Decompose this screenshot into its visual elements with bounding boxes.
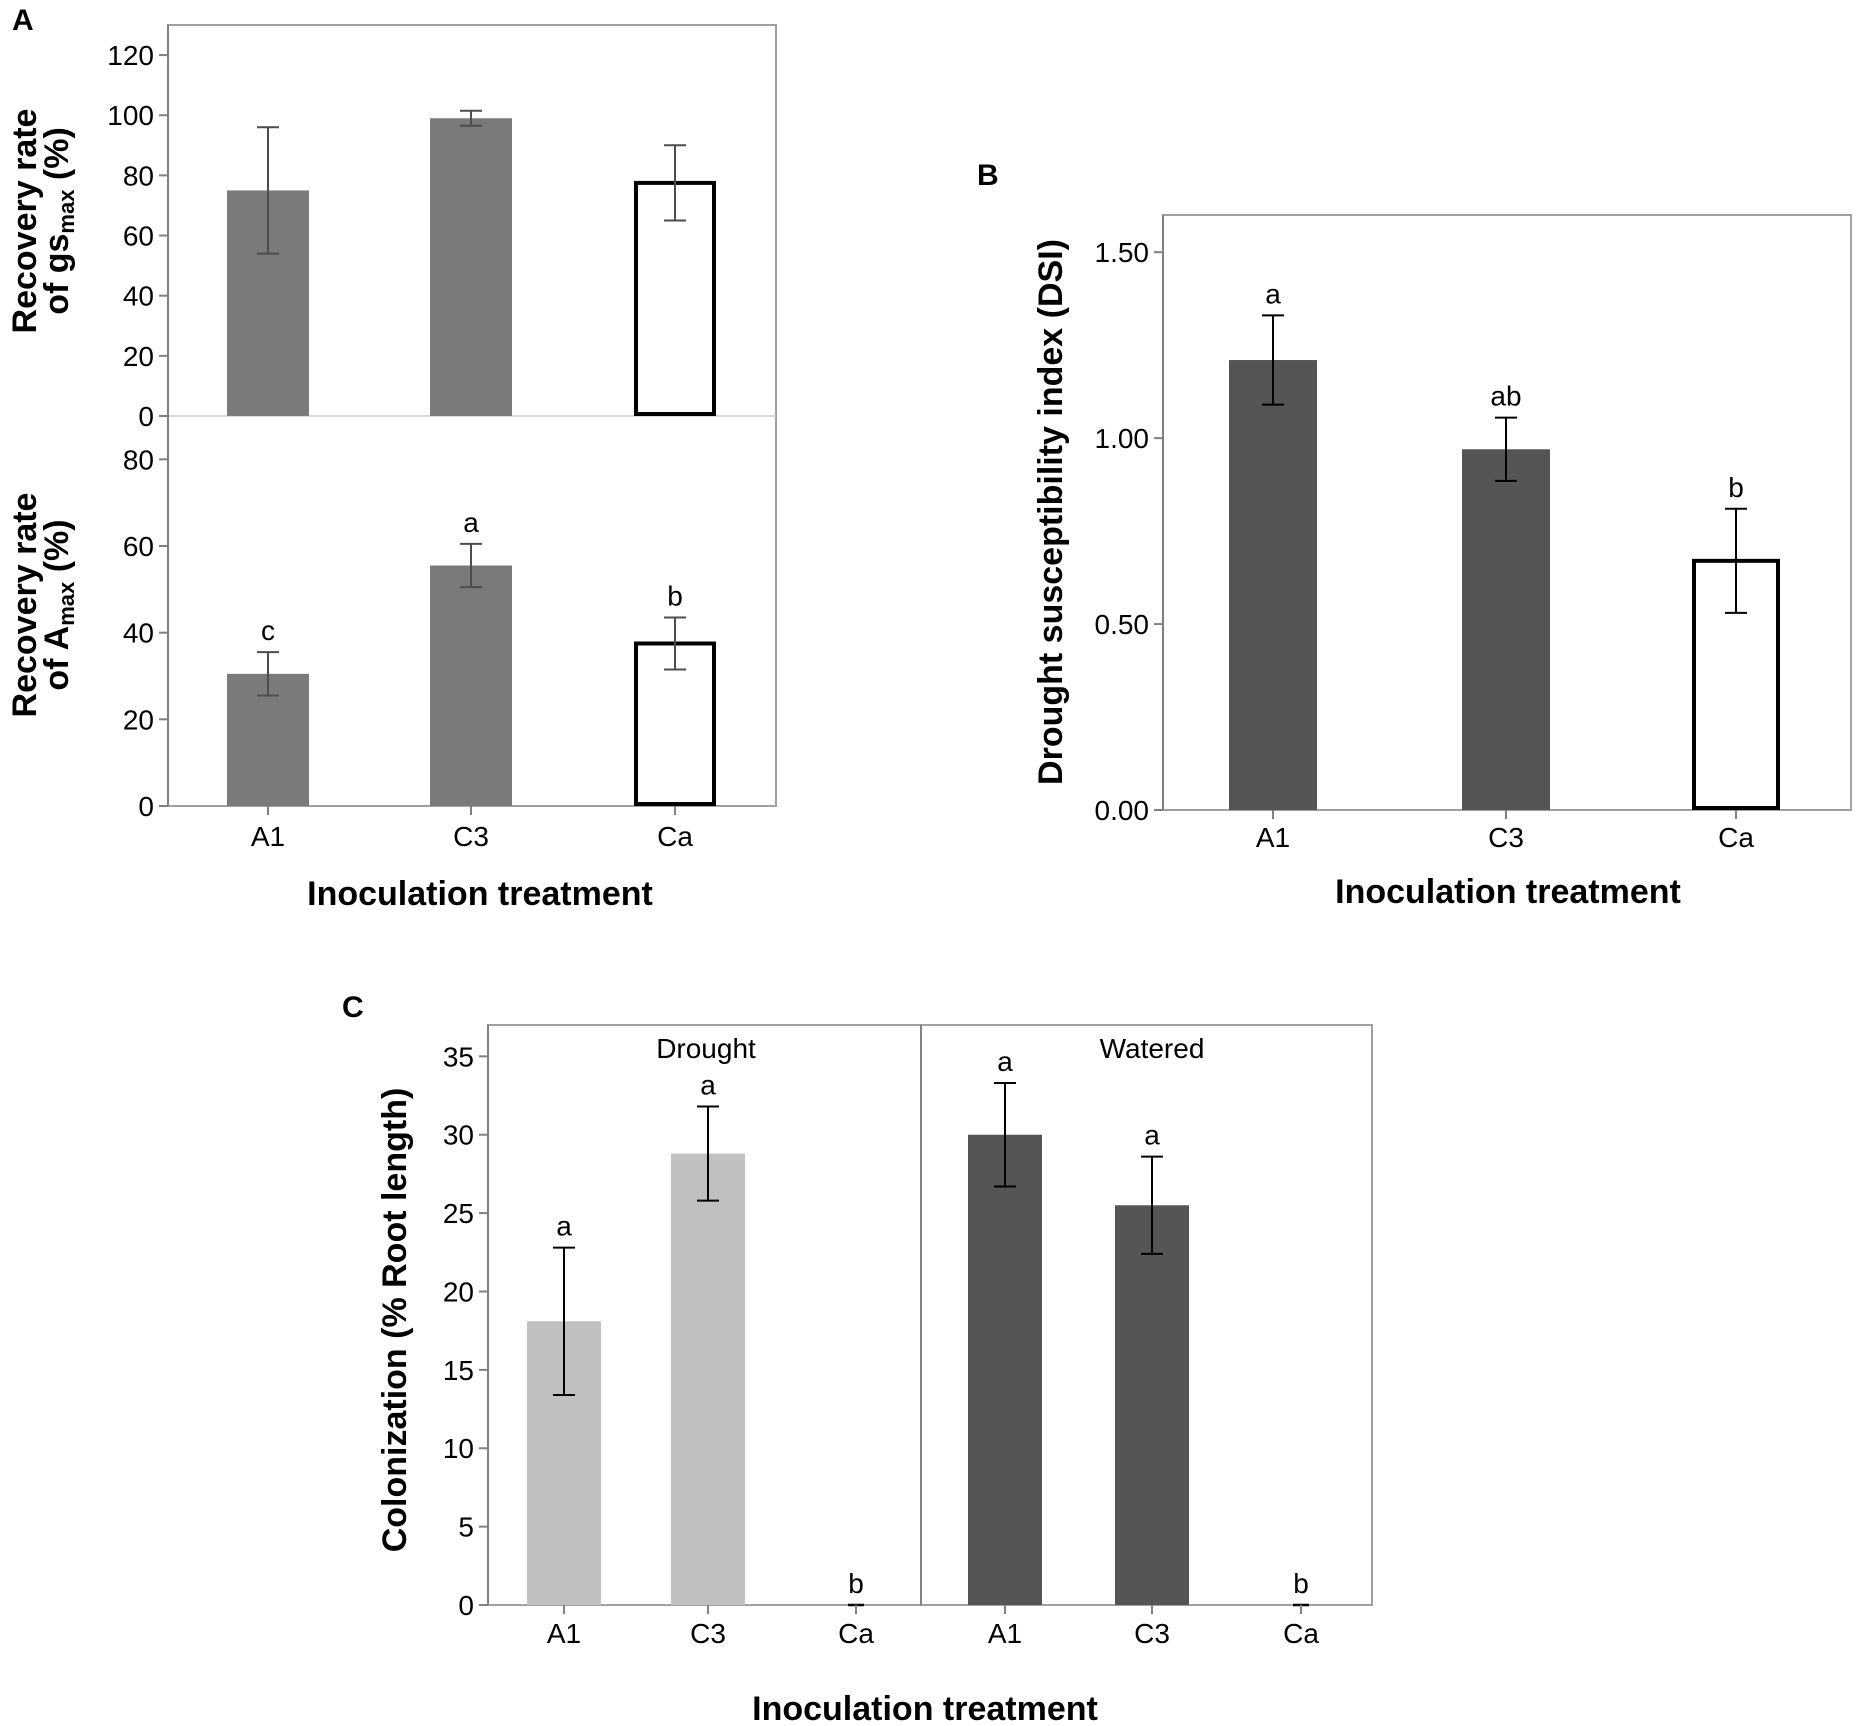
panel-a-bottom-ylabel-sub: max (54, 581, 79, 626)
panel-a-top-ytick-label: 60 (123, 221, 154, 252)
panel-a-top-ytick-label: 0 (138, 401, 154, 432)
panel-c-watered-xtick-label: Ca (1283, 1618, 1319, 1649)
panel-c-drought-xtick-label: A1 (547, 1618, 581, 1649)
panel-a-bottom-ylabel-line2: of Amax (%) (38, 519, 79, 690)
panel-a-bottom-ylabel-main: of A (38, 626, 76, 691)
panel-c-axis-ytick-label: 20 (443, 1276, 474, 1307)
panel-b-sig-letter: ab (1490, 381, 1521, 412)
panel-a-bottom-ytick-label: 20 (123, 704, 154, 735)
panel-c-watered-bar (1115, 1205, 1189, 1605)
panel-b-label: B (977, 159, 999, 192)
panel-c-axis-ytick-label: 15 (443, 1355, 474, 1386)
facet-label-watered: Watered (1100, 1033, 1205, 1064)
panel-b-bar (1229, 360, 1317, 810)
panel-b-ytick-label: 0.00 (1095, 795, 1150, 826)
panel-a-top-ylabel-main: of gs (38, 234, 76, 315)
panel-a-bottom-ytick-label: 80 (123, 444, 154, 475)
panel-a-top-ytick-label: 80 (123, 160, 154, 191)
panel-b-xtick-label: A1 (1256, 822, 1290, 853)
panel-c-axis-ytick-label: 30 (443, 1120, 474, 1151)
panel-c-drought-sig-letter: a (700, 1070, 716, 1101)
panel-c-drought-sig-letter: b (848, 1568, 864, 1599)
panel-a-bottom-xtick-label: C3 (453, 821, 489, 852)
panel-b-bar (1462, 449, 1550, 810)
panel-c-ylabel: Colonization (% Root length) (376, 1088, 414, 1553)
panel-a-bottom-sig-letter: b (667, 581, 683, 612)
panel-c-drought-sig-letter: a (556, 1211, 572, 1242)
panel-c-axis-ytick-label: 0 (458, 1590, 474, 1621)
panel-c-watered-sig-letter: b (1293, 1568, 1309, 1599)
panel-c-watered-sig-letter: a (1144, 1120, 1160, 1151)
panel-a-bottom-plot: 0 20 40 60 80 c A1 a C3 b Ca (123, 416, 716, 852)
panel-a-xlabel: Inoculation treatment (307, 875, 653, 913)
panel-b-plot: 0.00 0.50 1.00 1.50 a A1 ab C3 b Ca (1095, 215, 1780, 853)
panel-c-axis-ytick-label: 25 (443, 1198, 474, 1229)
panel-c-axis-ytick-label: 35 (443, 1041, 474, 1072)
panel-b-ytick-label: 0.50 (1095, 609, 1150, 640)
panel-c-label: C (342, 991, 364, 1024)
panel-a-top-ytick-label: 100 (107, 100, 154, 131)
panel-a: A Recovery rate of gsmax (%) Recovery ra… (6, 4, 777, 913)
panel-a-bottom-ytick-label: 0 (138, 791, 154, 822)
panel-c-facet-drought: a A1 a C3 b Ca (487, 1025, 874, 1649)
panel-a-top-ylabel-sub: max (54, 189, 79, 234)
panel-a-bottom-sig-letter: c (261, 615, 275, 646)
facet-label-drought: Drought (656, 1033, 756, 1064)
panel-c: C Drought Watered Colonization (% Root l… (342, 991, 1373, 1726)
panel-c-axis-ytick-label: 5 (458, 1512, 474, 1543)
panel-c-frame (487, 1024, 1373, 1606)
panel-a-bottom-ytick-label: 40 (123, 618, 154, 649)
panel-c-drought-xtick-label: C3 (690, 1618, 726, 1649)
panel-b-xlabel: Inoculation treatment (1335, 873, 1681, 911)
panel-b-xtick-label: Ca (1718, 822, 1754, 853)
panel-a-bottom-bar (430, 565, 512, 806)
panel-a-top-ytick-label: 20 (123, 341, 154, 372)
panel-a-bottom-xtick-label: Ca (657, 821, 693, 852)
panel-c-drought-xtick-label: Ca (838, 1618, 874, 1649)
panel-a-bottom-ytick-label: 60 (123, 531, 154, 562)
panel-b-ytick-label: 1.00 (1095, 423, 1150, 454)
panel-a-top-plot: 0 20 40 60 80 100 120 (107, 25, 716, 432)
panel-a-top-bar (430, 118, 512, 416)
panel-a-top-ylabel-line2: of gsmax (%) (38, 127, 79, 315)
panel-b-ytick-label: 1.50 (1095, 237, 1150, 268)
panel-a-bottom-ylabel-line1: Recovery rate (6, 493, 44, 718)
panel-a-top-ylabel-line1: Recovery rate (6, 109, 44, 334)
panel-b-sig-letter: a (1265, 278, 1281, 309)
panel-a-top-ytick-label: 120 (107, 40, 154, 71)
panel-c-axis-ytick-label: 10 (443, 1433, 474, 1464)
panel-c-xlabel: Inoculation treatment (752, 1690, 1098, 1726)
panel-a-bottom-xtick-label: A1 (251, 821, 285, 852)
panel-c-drought-bar (671, 1153, 745, 1605)
panel-c-facet-watered: a A1 a C3 b Ca (920, 1025, 1319, 1649)
panel-c-plot: 0 5 10 15 20 25 30 35 a A1 a C3 b Ca a A1 a C3 b Ca (443, 1025, 1319, 1649)
panel-b-sig-letter: b (1728, 472, 1744, 503)
panel-a-label: A (12, 4, 34, 37)
panel-a-bottom-sig-letter: a (463, 507, 479, 538)
panel-b: B Drought susceptibility index (DSI) 0.0… (977, 159, 1852, 911)
panel-a-top-ylabel-suffix: (%) (38, 127, 76, 189)
panel-c-watered-xtick-label: C3 (1134, 1618, 1170, 1649)
panel-b-ylabel: Drought susceptibility index (DSI) (1032, 239, 1070, 785)
panel-b-xtick-label: C3 (1488, 822, 1524, 853)
panel-c-watered-xtick-label: A1 (988, 1618, 1022, 1649)
panel-c-watered-bar (968, 1134, 1042, 1605)
panel-a-top-ytick-label: 40 (123, 281, 154, 312)
panel-c-watered-sig-letter: a (997, 1046, 1013, 1077)
panel-a-bottom-ylabel-suffix: (%) (38, 519, 76, 581)
